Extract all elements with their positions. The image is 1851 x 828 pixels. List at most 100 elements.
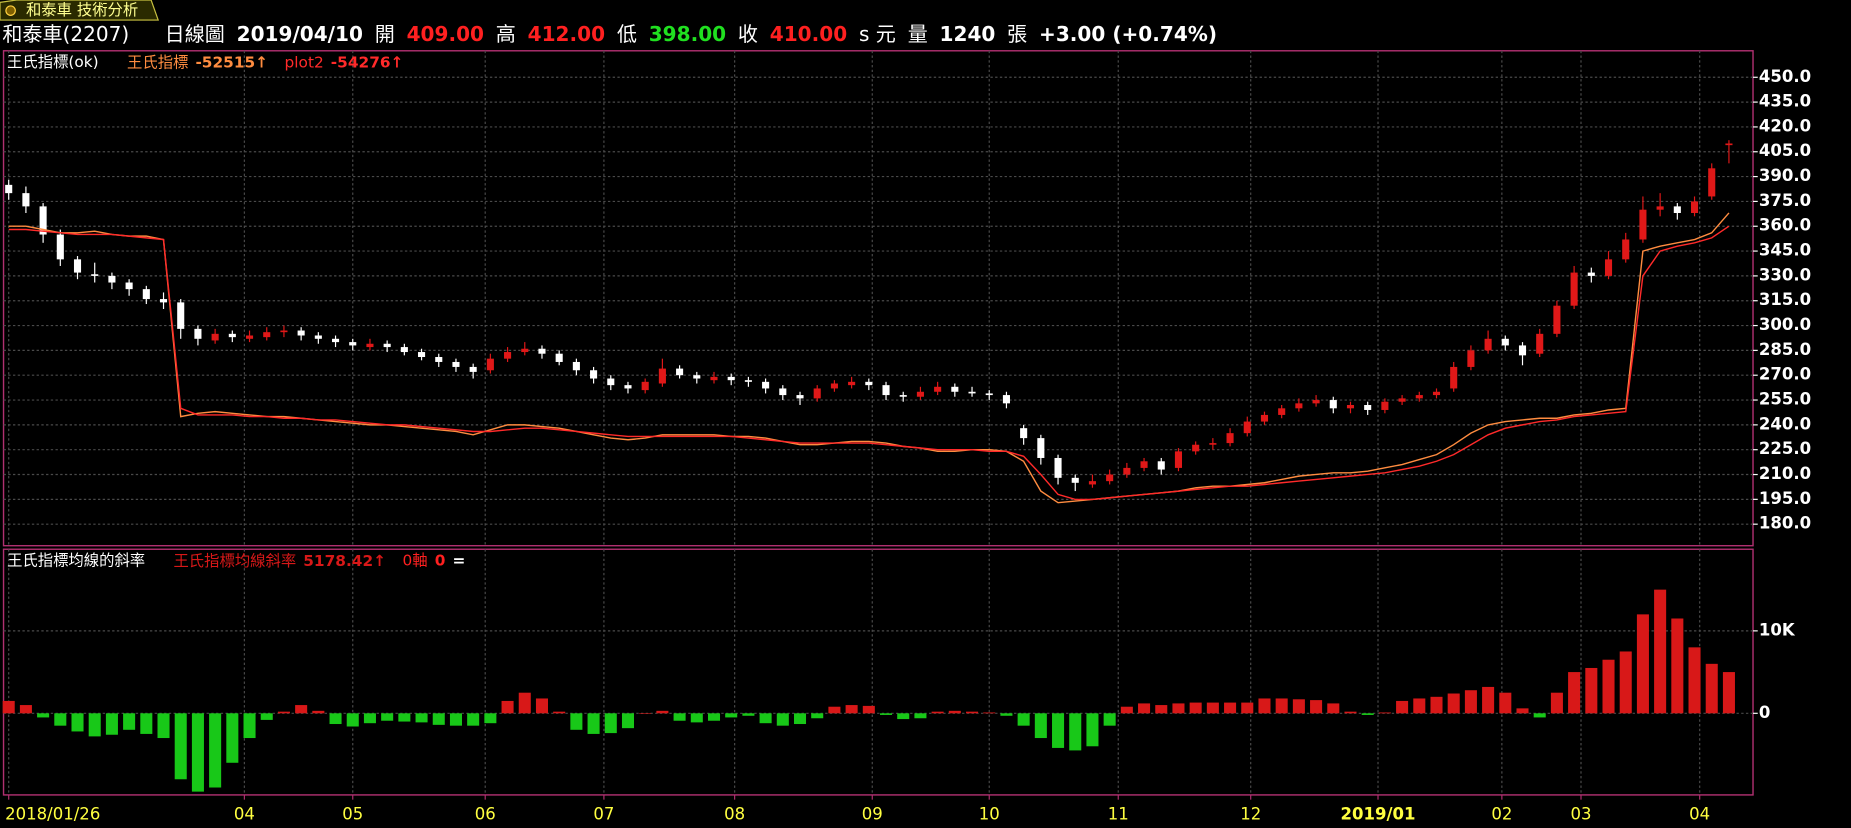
slope-bar — [604, 713, 617, 734]
slope-bar — [346, 713, 359, 727]
y-tick-label: 345.0 — [1759, 241, 1811, 260]
x-tick-label: 02 — [1491, 805, 1512, 824]
candle-body — [1123, 467, 1131, 475]
y-tick-label: 450.0 — [1759, 67, 1811, 86]
slope-bar — [260, 713, 273, 720]
slope-bar — [71, 713, 84, 732]
slope-bar — [1550, 692, 1563, 714]
slope-bar — [1516, 708, 1529, 714]
slope-bar — [1344, 711, 1357, 714]
candle-body — [452, 361, 460, 367]
x-tick-label: 06 — [475, 805, 496, 824]
slope-bar — [1602, 659, 1615, 714]
slope-bar — [1138, 703, 1151, 714]
slope-bar — [1069, 713, 1082, 751]
slope-bar — [966, 711, 979, 714]
candle-body — [1622, 239, 1630, 260]
candle-body — [1071, 477, 1079, 483]
candle-body — [1381, 401, 1389, 410]
slope-bar — [1189, 702, 1202, 714]
slope-bar — [157, 713, 170, 739]
x-tick-label: 08 — [724, 805, 745, 824]
candle-body — [400, 347, 408, 353]
slope-bar — [1017, 713, 1030, 726]
slope-bar — [811, 713, 824, 719]
y-tick-label: 390.0 — [1759, 166, 1811, 185]
slope-bar — [191, 713, 204, 792]
candle-body — [1054, 457, 1062, 478]
slope-bar — [1671, 618, 1684, 714]
header-item: 412.00 — [528, 22, 605, 46]
header-item: s 元 — [859, 22, 896, 46]
candle-body — [968, 391, 976, 394]
candle-body — [1346, 405, 1355, 409]
slope-bar — [1619, 651, 1632, 714]
legend-extra: 0 — [435, 552, 446, 570]
candle-body — [727, 376, 735, 381]
candle-body — [865, 381, 873, 386]
slope-bar — [535, 698, 548, 714]
candle-body — [125, 282, 133, 290]
candle-body — [504, 352, 512, 359]
candle-body — [1450, 366, 1458, 389]
candle-body — [486, 358, 494, 371]
candle-body — [572, 361, 580, 371]
legend-extra: 0軸 — [403, 552, 428, 570]
x-tick-label: 04 — [1689, 805, 1710, 824]
candle-body — [39, 206, 47, 235]
slope-bar — [105, 713, 118, 735]
slope-bar — [1241, 702, 1254, 714]
slope-bar — [1224, 702, 1237, 714]
slope-bar — [1086, 713, 1099, 747]
panel-title: 王氏指標(ok) — [7, 53, 99, 71]
candle-body — [590, 370, 598, 379]
slope-bar — [277, 711, 290, 714]
slope-bar — [931, 711, 944, 714]
legend-value: -52515↑ — [195, 53, 268, 71]
slope-bar — [312, 710, 325, 714]
candle-body — [985, 393, 993, 396]
slope-bar — [914, 713, 927, 719]
slope-bar — [656, 710, 669, 714]
candle-body — [693, 375, 701, 379]
slope-bar — [1482, 686, 1495, 714]
candle-body — [194, 328, 202, 339]
candle-body — [762, 381, 770, 389]
candle-body — [469, 366, 477, 372]
slope-bar — [1361, 713, 1374, 715]
slope-bar — [1034, 713, 1047, 739]
slope-bar — [209, 713, 222, 788]
legend-extra: = — [452, 552, 465, 570]
slope-bar — [1275, 698, 1288, 714]
header-item: 高 — [496, 22, 516, 46]
candle-body — [245, 335, 254, 339]
x-tick-label: 11 — [1108, 805, 1129, 824]
y-tick-label: 405.0 — [1759, 141, 1811, 160]
candle-body — [1226, 433, 1234, 444]
slope-bar — [37, 713, 50, 718]
header-item: 量 — [908, 22, 928, 46]
tab-title[interactable]: 和泰車 技術分析 — [26, 1, 138, 19]
candle-body — [211, 333, 219, 341]
y-tick-label: 210.0 — [1759, 464, 1811, 483]
x-tick-label: 09 — [862, 805, 883, 824]
x-tick-label: 12 — [1240, 805, 1261, 824]
y-tick-label: 435.0 — [1759, 92, 1811, 111]
x-tick-label: 05 — [342, 805, 363, 824]
y-tick-label: 270.0 — [1759, 365, 1811, 384]
candle-body — [177, 302, 185, 329]
header-item: 日線圖 — [165, 22, 225, 46]
y-tick-label: 420.0 — [1759, 116, 1811, 135]
tab[interactable] — [0, 0, 160, 21]
legend-name: 王氏指標均線斜率 — [173, 552, 296, 570]
x-tick-label: 2018/01/26 — [5, 805, 100, 824]
x-tick-label: 03 — [1570, 805, 1591, 824]
y-tick-label: 315.0 — [1759, 290, 1811, 309]
header-item: 398.00 — [649, 22, 726, 46]
slope-bar — [673, 713, 686, 721]
slope-bar — [88, 713, 101, 737]
legend-name: plot2 — [285, 53, 324, 71]
slope-bar — [1430, 696, 1443, 714]
y-tick-label: 225.0 — [1759, 439, 1811, 458]
candle-body — [314, 335, 322, 339]
